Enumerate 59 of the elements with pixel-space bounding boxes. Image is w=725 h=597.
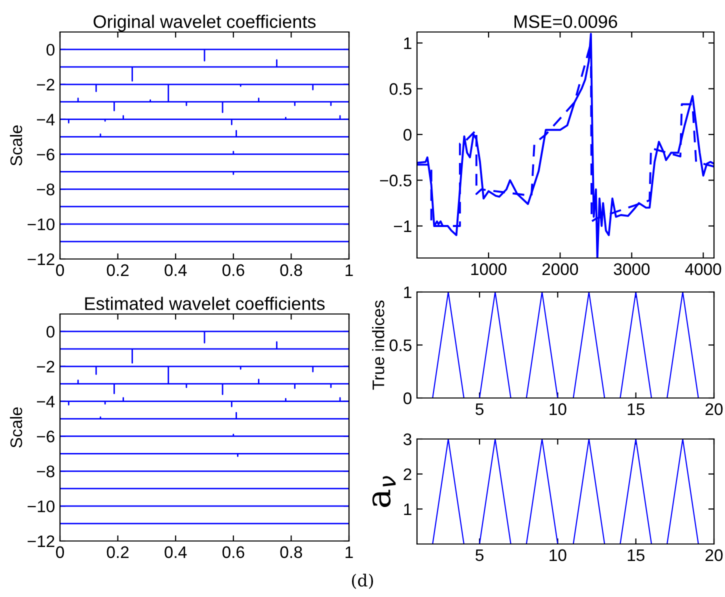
x-tick-label: 20 <box>706 549 723 562</box>
x-tick-label: 5 <box>476 403 484 416</box>
y-tick-label: −1 <box>394 220 412 232</box>
y-tick-label: −2 <box>36 78 54 90</box>
y-tick-label: −10 <box>28 218 54 230</box>
y-tick-label: −4 <box>36 396 55 408</box>
x-tick-label: 0.6 <box>222 546 244 558</box>
y-tick-label: −8 <box>36 184 54 196</box>
x-tick-label: 0.8 <box>280 264 302 276</box>
x-tick-label: 15 <box>628 403 644 416</box>
x-tick-label: 20 <box>706 403 723 416</box>
y-tick-label: 3 <box>404 433 412 446</box>
y-axis-title: Scale <box>10 125 22 166</box>
x-tick-label: 1000 <box>471 263 506 276</box>
x-tick-label: 0.6 <box>222 264 244 276</box>
y-tick-label: −12 <box>28 535 54 548</box>
x-tick-label: 0.8 <box>280 546 302 558</box>
x-tick-label: 2000 <box>542 263 578 276</box>
y-tick-label: 0 <box>404 128 412 141</box>
y-tick-label: −10 <box>28 500 54 512</box>
y-tick-label: −4 <box>36 114 55 126</box>
y-tick-label: −0.5 <box>380 174 412 186</box>
y-tick-label: −2 <box>36 360 54 372</box>
text: (d) <box>352 574 374 589</box>
x-tick-label: 3000 <box>614 263 650 276</box>
x-tick-label: 0.4 <box>164 546 187 558</box>
chart-title: MSE=0.0096 <box>514 15 618 28</box>
x-tick-label: 0.4 <box>164 264 187 276</box>
y-axis-title: True indices <box>372 300 384 390</box>
y-tick-label: 0.5 <box>390 83 412 95</box>
line-series <box>60 397 349 408</box>
x-tick-label: 1 <box>346 264 353 276</box>
y-tick-label: 0 <box>46 326 54 338</box>
line-series <box>60 115 349 126</box>
y-tick-label: 1 <box>404 38 412 50</box>
x-tick-label: 10 <box>550 549 566 562</box>
chart-title: Estimated wavelet coefficients <box>85 296 325 310</box>
x-tick-label: 0.2 <box>106 264 129 276</box>
y-tick-label: 1 <box>404 286 412 298</box>
y-tick-label: −12 <box>28 253 54 266</box>
y-tick-label: 1 <box>404 504 412 516</box>
y-axis-title: a$_{ν}$ <box>372 476 396 508</box>
y-tick-label: 2 <box>404 468 412 480</box>
x-tick-label: 0.2 <box>106 546 129 558</box>
y-tick-label: 0.5 <box>390 339 412 352</box>
x-tick-label: 0 <box>56 546 64 558</box>
chart-title: Original wavelet coefficients <box>94 14 316 32</box>
x-tick-label: 0 <box>56 264 64 276</box>
y-tick-label: −6 <box>36 148 54 160</box>
x-tick-label: 10 <box>550 403 566 416</box>
y-tick-label: −8 <box>36 466 54 478</box>
x-tick-label: 5 <box>476 549 484 562</box>
y-axis-title: Scale <box>10 407 22 448</box>
y-tick-label: 0 <box>404 392 412 404</box>
y-tick-label: −6 <box>36 430 54 442</box>
x-tick-label: 15 <box>628 549 644 562</box>
x-tick-label: 4000 <box>685 263 722 276</box>
x-tick-label: 1 <box>346 546 353 558</box>
y-tick-label: 0 <box>46 44 54 56</box>
